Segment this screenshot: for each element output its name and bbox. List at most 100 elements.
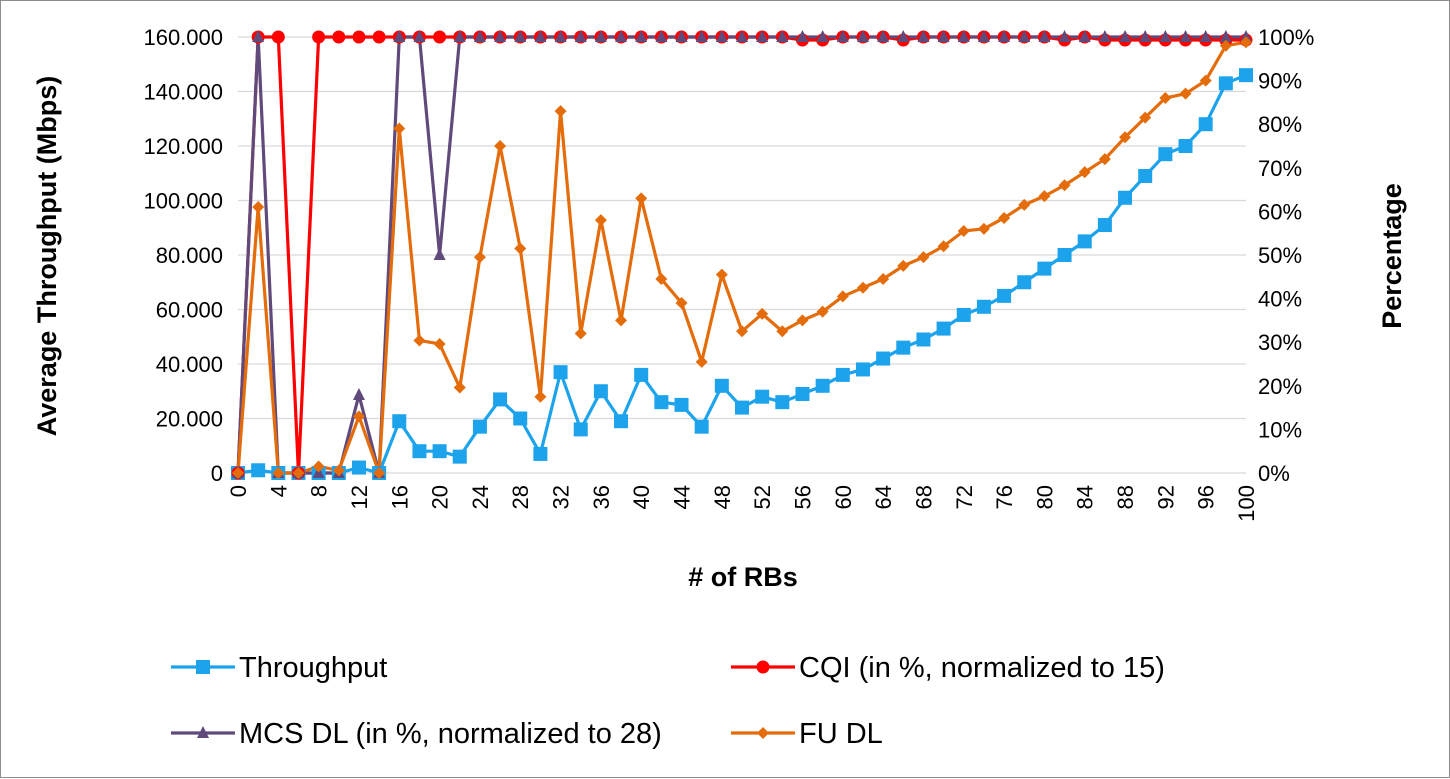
y2-tick-label: 60% xyxy=(1258,199,1302,224)
data-point-mcs-dl-in-normalized-to-28 xyxy=(917,30,930,42)
data-point-fu-dl xyxy=(453,381,466,394)
x-tick-label: 36 xyxy=(589,485,614,509)
x-tick-label: 20 xyxy=(428,485,453,509)
x-tick-label: 24 xyxy=(468,485,493,509)
data-point-throughput xyxy=(392,414,407,429)
x-tick-label: 100 xyxy=(1234,485,1259,522)
data-point-throughput xyxy=(1198,117,1213,132)
data-point-fu-dl xyxy=(615,314,628,327)
data-point-fu-dl xyxy=(937,240,950,253)
data-point-throughput xyxy=(654,395,669,410)
data-point-throughput xyxy=(916,332,931,347)
data-point-throughput xyxy=(976,299,991,314)
data-point-fu-dl xyxy=(1119,131,1132,144)
data-point-mcs-dl-in-normalized-to-28 xyxy=(433,248,446,260)
data-point-throughput xyxy=(493,392,508,407)
data-point-throughput xyxy=(573,422,588,437)
data-point-fu-dl xyxy=(816,305,829,318)
data-point-mcs-dl-in-normalized-to-28 xyxy=(514,30,527,42)
data-point-mcs-dl-in-normalized-to-28 xyxy=(1098,30,1111,42)
x-tick-label: 44 xyxy=(670,485,695,509)
data-point-throughput xyxy=(634,367,649,382)
data-point-fu-dl xyxy=(655,272,668,285)
data-point-throughput xyxy=(452,449,467,464)
data-point-fu-dl xyxy=(1199,74,1212,87)
y2-tick-label: 20% xyxy=(1258,374,1302,399)
data-point-mcs-dl-in-normalized-to-28 xyxy=(393,30,406,42)
data-point-mcs-dl-in-normalized-to-28 xyxy=(453,30,466,42)
y-tick-label: 80.000 xyxy=(156,243,223,268)
data-point-fu-dl xyxy=(1018,198,1031,211)
data-point-throughput xyxy=(513,411,528,426)
y2-tick-label: 100% xyxy=(1258,25,1314,50)
legend-swatch-marker xyxy=(196,660,210,674)
data-point-throughput xyxy=(472,419,487,434)
data-point-throughput xyxy=(533,446,548,461)
legend-label: Throughput xyxy=(239,652,387,684)
data-point-mcs-dl-in-normalized-to-28 xyxy=(1240,30,1252,42)
data-point-mcs-dl-in-normalized-to-28 xyxy=(957,30,970,42)
data-point-fu-dl xyxy=(594,214,607,227)
data-point-throughput xyxy=(674,397,689,412)
x-tick-label: 8 xyxy=(307,485,332,497)
x-tick-label: 16 xyxy=(387,485,412,509)
data-point-throughput xyxy=(1097,218,1112,233)
legend-swatch-marker xyxy=(197,726,209,738)
x-tick-label: 92 xyxy=(1153,485,1178,509)
y-tick-label: 100.000 xyxy=(143,189,223,214)
data-point-fu-dl xyxy=(252,201,265,214)
data-point-mcs-dl-in-normalized-to-28 xyxy=(494,30,507,42)
data-point-mcs-dl-in-normalized-to-28 xyxy=(574,30,587,42)
data-point-throughput xyxy=(815,378,830,393)
data-point-fu-dl xyxy=(736,325,748,338)
data-point-mcs-dl-in-normalized-to-28 xyxy=(615,30,628,42)
data-point-mcs-dl-in-normalized-to-28 xyxy=(1058,30,1071,42)
data-point-fu-dl xyxy=(917,251,930,264)
data-point-fu-dl xyxy=(332,464,345,477)
data-point-mcs-dl-in-normalized-to-28 xyxy=(1078,30,1091,42)
y2-tick-label: 30% xyxy=(1258,330,1302,355)
data-point-mcs-dl-in-normalized-to-28 xyxy=(554,30,567,42)
y-tick-label: 20.000 xyxy=(156,407,223,432)
data-point-throughput xyxy=(755,389,770,404)
y2-tick-label: 90% xyxy=(1258,69,1302,94)
data-point-throughput xyxy=(775,395,790,410)
data-point-throughput xyxy=(1178,139,1193,153)
x-tick-label: 84 xyxy=(1073,485,1098,509)
legend-label: MCS DL (in %, normalized to 28) xyxy=(239,718,662,750)
data-point-mcs-dl-in-normalized-to-28 xyxy=(776,30,789,42)
data-point-throughput xyxy=(1057,248,1072,262)
data-point-fu-dl xyxy=(715,268,728,281)
x-tick-label: 12 xyxy=(347,485,372,509)
data-point-throughput xyxy=(735,400,749,415)
data-point-throughput xyxy=(1239,68,1253,83)
x-tick-label: 88 xyxy=(1113,485,1138,509)
y2-tick-label: 70% xyxy=(1258,156,1302,181)
x-tick-label: 32 xyxy=(549,485,574,509)
x-tick-label: 28 xyxy=(508,485,533,509)
legend-item-throughput: Throughput xyxy=(171,652,387,684)
data-point-throughput xyxy=(1138,168,1153,183)
x-tick-label: 76 xyxy=(992,485,1017,509)
data-point-cqi-in-normalized-to-15 xyxy=(312,30,326,44)
data-point-throughput xyxy=(351,460,366,475)
data-point-mcs-dl-in-normalized-to-28 xyxy=(594,30,607,42)
data-point-mcs-dl-in-normalized-to-28 xyxy=(1219,30,1232,42)
legend-swatch-marker xyxy=(757,727,769,739)
x-tick-label: 0 xyxy=(226,485,251,497)
data-point-fu-dl xyxy=(856,281,869,294)
x-tick-label: 96 xyxy=(1194,485,1219,509)
y-axis-title: Average Throughput (Mbps) xyxy=(32,76,62,436)
data-point-fu-dl xyxy=(877,272,890,285)
x-axis-title: # of RBs xyxy=(688,562,798,592)
data-point-fu-dl xyxy=(393,122,406,135)
data-point-fu-dl xyxy=(1038,190,1051,203)
y2-tick-label: 50% xyxy=(1258,243,1302,268)
x-axis-tick-labels: 0 4 8 12 16 20 24 28 32 36 40 44 48 52 56 60 64 68 72 76 80 8… xyxy=(226,485,1259,522)
data-point-cqi-in-normalized-to-15 xyxy=(352,30,366,44)
data-point-throughput xyxy=(593,384,608,399)
data-point-throughput xyxy=(432,444,447,459)
data-point-throughput xyxy=(795,386,810,401)
data-point-mcs-dl-in-normalized-to-28 xyxy=(756,30,769,42)
x-tick-label: 52 xyxy=(750,485,775,509)
